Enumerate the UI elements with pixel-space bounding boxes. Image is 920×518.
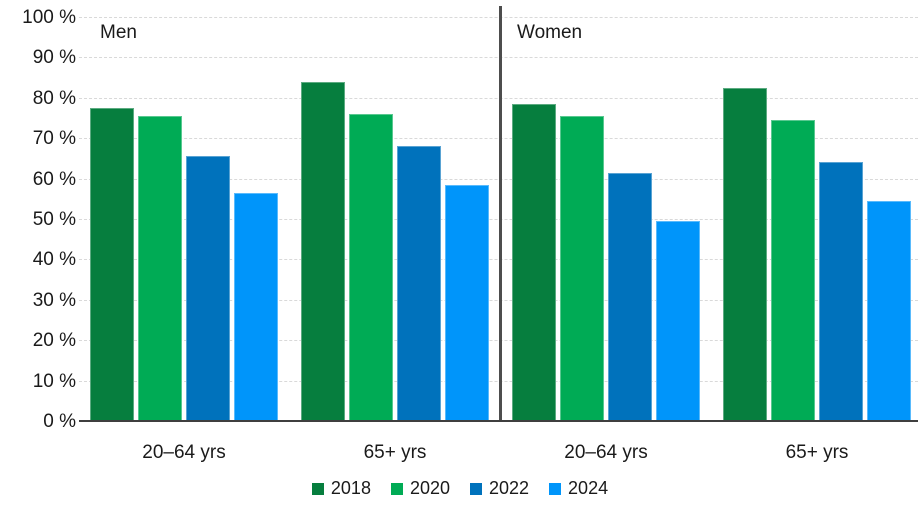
legend-label: 2018: [330, 478, 371, 498]
y-axis-tick-label: 90 %: [32, 47, 76, 69]
legend-swatch-icon: [390, 482, 403, 495]
gridline: [79, 219, 918, 220]
bar-2018-women-65plus: [723, 87, 767, 421]
chart-legend: 2018 2020 2022 2024: [0, 478, 920, 499]
bar-2024-men-65plus: [445, 184, 489, 421]
y-axis-tick-label: 40 %: [32, 249, 76, 271]
legend-label: 2024: [568, 478, 609, 498]
gridline: [79, 380, 918, 382]
x-axis-category-label: 20–64 yrs: [142, 442, 226, 463]
x-axis-category-label: 65+ yrs: [785, 442, 849, 463]
legend-item-2022: 2022: [470, 478, 529, 499]
bar-2022-men-65plus: [397, 146, 441, 421]
bar-2022-women-65plus: [819, 162, 863, 421]
bar-2022-men-20-64: [186, 156, 230, 421]
x-axis-category-label: 65+ yrs: [363, 442, 427, 463]
legend-swatch-icon: [470, 482, 482, 495]
bar-2020-men-20-64: [138, 115, 182, 421]
y-axis-tick-label: 80 %: [32, 87, 76, 109]
bar-2018-men-20-64: [90, 107, 134, 421]
legend-item-2024: 2024: [549, 478, 608, 499]
gridline: [79, 259, 918, 261]
panel-label-women: Women: [517, 22, 583, 43]
bar-2020-women-20-64: [560, 115, 604, 421]
y-axis-tick-label: 60 %: [32, 168, 76, 190]
panel-label-men: Men: [100, 22, 137, 43]
gridline: [79, 138, 918, 140]
x-axis-category-label: 20–64 yrs: [564, 442, 648, 463]
bar-2024-men-20-64: [234, 192, 278, 421]
legend-swatch-icon: [311, 482, 324, 495]
legend-label: 2022: [489, 478, 530, 498]
gridline: [79, 17, 918, 18]
y-axis-tick-label: 100 %: [22, 7, 76, 28]
legend-swatch-icon: [549, 482, 562, 495]
legend-label: 2020: [409, 478, 450, 498]
y-axis-tick-label: 10 %: [32, 370, 76, 392]
y-axis-tick-label: 0 %: [43, 411, 76, 432]
y-axis-tick-label: 30 %: [32, 289, 76, 311]
y-axis-tick-label: 20 %: [32, 330, 76, 352]
legend-item-2020: 2020: [390, 478, 450, 499]
gridline: [79, 178, 918, 180]
y-axis-tick-label: 50 %: [32, 209, 76, 230]
gridline: [79, 97, 918, 99]
panel-separator: [499, 6, 502, 421]
legend-item-2018: 2018: [311, 478, 371, 499]
gridline: [79, 340, 918, 342]
bar-2024-women-20-64: [656, 221, 700, 421]
x-axis-line: [79, 420, 918, 422]
bar-2018-women-20-64: [512, 103, 556, 421]
bar-2018-men-65plus: [301, 81, 345, 421]
bar-2020-men-65plus: [349, 113, 393, 421]
y-axis-tick-label: 70 %: [32, 128, 76, 150]
gridline: [79, 57, 918, 59]
bar-2024-women-65plus: [867, 200, 911, 421]
bar-2020-women-65plus: [771, 120, 815, 421]
gridline: [79, 299, 918, 301]
bar-2022-women-20-64: [608, 172, 652, 421]
